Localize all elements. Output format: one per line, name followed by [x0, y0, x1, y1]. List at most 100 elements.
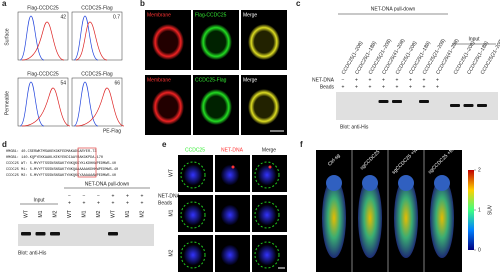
mouse — [322, 178, 346, 258]
nucleus — [184, 165, 202, 185]
group-label: Input — [468, 36, 480, 42]
channel-label: Membrane — [147, 77, 171, 83]
nucleus — [258, 165, 276, 185]
cell — [200, 89, 232, 125]
cell — [180, 161, 206, 189]
row-label: NET-DNA — [312, 77, 335, 83]
row-label: M2 — [168, 249, 174, 256]
band — [392, 100, 402, 103]
dna-signal — [268, 165, 272, 169]
percent: 42 — [60, 14, 66, 20]
sequence: CCDC25 WT: 5-MVYFTSSSNSNSAKTYNKQKKYKLKDH… — [6, 162, 116, 166]
motif-box — [77, 147, 97, 178]
blot-label: Blot: anti-His — [340, 124, 369, 130]
sign: + — [141, 193, 144, 199]
cell — [180, 241, 206, 269]
sign: + — [423, 84, 426, 90]
channel-label: NET-DNA — [221, 147, 244, 153]
channel-label: CCDC25-Flag — [195, 77, 227, 83]
dna-signal — [231, 165, 235, 169]
histogram — [21, 87, 71, 127]
sign: − — [97, 193, 100, 199]
nucleus — [258, 245, 276, 265]
sign: + — [112, 200, 115, 206]
cell — [248, 24, 280, 60]
sign: + — [112, 193, 115, 199]
lane-label: WT — [110, 210, 116, 218]
sign: + — [396, 77, 399, 83]
label: f — [300, 140, 303, 149]
sign: + — [396, 84, 399, 90]
row-label: WT — [168, 169, 174, 177]
lane-label: M2 — [139, 210, 145, 217]
row-label: Permeable — [4, 91, 10, 115]
channel-label: Membrane — [147, 12, 171, 18]
mouse-head — [434, 175, 450, 191]
nucleus — [184, 245, 202, 265]
sign: − — [83, 193, 86, 199]
nucleus — [221, 165, 239, 185]
percent: 54 — [60, 80, 66, 86]
sign: − — [68, 193, 71, 199]
blot-label: Blot: anti-His — [18, 250, 47, 256]
lane-label: M2 — [52, 210, 58, 217]
cell — [254, 161, 280, 189]
row-label: NET-DNA — [158, 193, 181, 199]
lane-label: M2 — [96, 210, 102, 217]
band — [50, 232, 60, 236]
cell — [200, 24, 232, 60]
title: Flag-CCDC25 — [27, 5, 59, 11]
group-label: NET-DNA pull-down — [85, 181, 130, 187]
sign: + — [436, 84, 439, 90]
sign: + — [369, 84, 372, 90]
colorbar-label: SUV — [487, 204, 493, 215]
nucleus — [258, 205, 276, 225]
sign: + — [369, 77, 372, 83]
sign: + — [355, 84, 358, 90]
sequence: CCDC25 M2: 5-MVYFTSSSNSNSAKTYNKQKKYAAAAA… — [6, 174, 116, 178]
cell — [254, 241, 280, 269]
nucleus — [221, 205, 239, 225]
lane-label: M1 — [38, 210, 44, 217]
cell — [152, 89, 184, 125]
lane-label: M1 — [125, 210, 131, 217]
histogram — [19, 15, 45, 61]
lane-label: WT — [23, 210, 29, 218]
panels: aSurfaceFlag-CCDC2542CCDC25-Flag0.7Perme… — [2, 0, 500, 272]
sign: + — [97, 200, 100, 206]
sign: + — [355, 77, 358, 83]
blot — [336, 92, 498, 120]
row-label: Surface — [4, 28, 10, 45]
channel-label: Merge — [243, 77, 257, 83]
histogram — [75, 87, 125, 127]
channel-label: CCDC25 — [185, 147, 205, 153]
histogram — [75, 21, 108, 61]
sign: + — [126, 200, 129, 206]
tick-label: 0 — [478, 247, 481, 253]
band — [477, 104, 487, 107]
title: Flag-CCDC25 — [27, 71, 59, 77]
sign: + — [126, 193, 129, 199]
group-label: Input — [33, 197, 45, 203]
mouse-head — [398, 175, 414, 191]
mouse — [430, 178, 454, 258]
channel-label: Merge — [243, 12, 257, 18]
sequence: CCDC25 M1: 5-MVYFTSSSNSNSAKTYNKQAAAAAAKD… — [6, 168, 118, 172]
channel-label: Merge — [262, 147, 276, 153]
band — [419, 100, 429, 103]
sign: + — [342, 84, 345, 90]
sign: + — [382, 77, 385, 83]
histogram — [73, 15, 99, 61]
sign: + — [382, 84, 385, 90]
channel-label: Flag-CCDC25 — [195, 12, 227, 18]
blot — [18, 224, 154, 246]
title: CCDC25-Flag — [81, 71, 113, 77]
colorbar — [468, 170, 474, 250]
mouse — [358, 178, 382, 258]
histogram — [73, 81, 99, 127]
sign: + — [423, 77, 426, 83]
tick-label: 2 — [478, 167, 481, 173]
label: d — [2, 140, 7, 149]
sign: − — [342, 77, 345, 83]
sign: + — [83, 200, 86, 206]
